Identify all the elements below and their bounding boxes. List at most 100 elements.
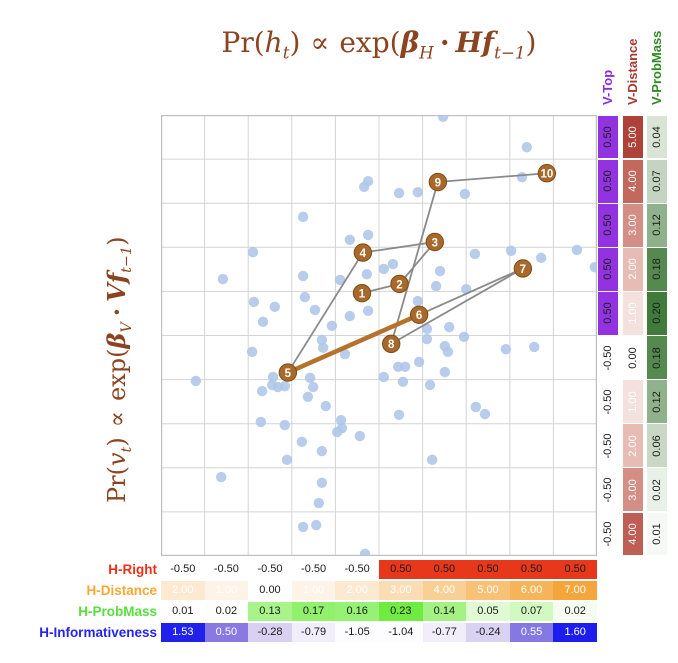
scatter-dot	[393, 187, 405, 199]
v-feature-value: -0.50	[602, 433, 614, 459]
trajectory-marker	[390, 274, 409, 294]
formula-part: v	[103, 452, 131, 467]
trajectory-marker	[409, 305, 429, 324]
v-feature-cell: 0.50	[598, 292, 618, 335]
formula-part: H	[419, 42, 434, 63]
v-feature-cell: 0.12	[647, 203, 667, 247]
v-feature-value: 4.00	[626, 170, 639, 192]
proportional-symbol: ∝	[103, 411, 131, 428]
v-feature-value: 0.50	[602, 170, 614, 192]
scatter-dot	[469, 248, 481, 260]
scatter-dot	[309, 304, 321, 316]
trajectory-marker	[513, 259, 533, 278]
trajectory-marker-label: 8	[388, 339, 395, 351]
scatter-dot	[361, 269, 372, 280]
scatter-dot	[529, 341, 540, 353]
h-feature-cell: -0.77	[422, 623, 467, 642]
h-feature-cell: 0.50	[466, 560, 510, 579]
h-feature-cell: 7.00	[553, 581, 597, 600]
v-feature-value: 4.00	[626, 523, 639, 545]
scatter-dot	[500, 343, 512, 355]
scatter-dot	[344, 310, 355, 322]
h-feature-cell: 0.02	[553, 602, 597, 621]
h-feature-cell: 0.50	[422, 560, 467, 579]
scatter-dot	[362, 305, 374, 317]
h-feature-cell: 0.00	[248, 581, 292, 600]
v-feature-value: 3.00	[626, 479, 639, 501]
formula-part: Pr(	[103, 466, 131, 503]
h-feature-cell: 0.50	[204, 623, 249, 642]
v-feature-cell: 3.00	[622, 468, 643, 512]
scatter-dot	[215, 471, 227, 483]
v-feature-value: -0.50	[602, 477, 614, 503]
title-formula: Pr(ht) ∝ exp(βH · Hft−1)	[151, 26, 607, 63]
h-feature-cell: 0.50	[553, 560, 597, 579]
h-feature-cell: 3.00	[379, 581, 423, 600]
h-feature-cell: 1.00	[204, 581, 249, 600]
formula-part: t	[282, 42, 290, 63]
scatter-dot	[279, 381, 291, 392]
trajectory-marker-label: 1	[359, 289, 366, 301]
h-feature-cell: -1.04	[379, 623, 423, 642]
v-feature-value: 5.00	[626, 126, 639, 148]
scatter-dot	[297, 521, 309, 533]
scatter-dot	[412, 186, 424, 198]
v-feature-value: 0.12	[651, 214, 663, 236]
scatter-dot	[302, 391, 314, 402]
scatter-dot	[299, 291, 311, 303]
scatter-dot	[316, 477, 328, 488]
v-feature-cell: 0.50	[598, 159, 618, 203]
v-feature-cell: 0.04	[647, 115, 667, 159]
v-feature-value: 2.00	[626, 258, 639, 281]
scatter-dot	[505, 245, 517, 257]
h-feature-label: H-Distance	[86, 583, 157, 598]
h-feature-cell: 0.02	[204, 602, 249, 621]
h-feature-cell: -0.50	[291, 560, 336, 579]
h-feature-cell: 1.53	[161, 623, 205, 642]
h-feature-cell: 0.23	[379, 602, 423, 621]
formula-part: t	[118, 446, 135, 453]
trajectory-marker-label: 6	[416, 310, 422, 322]
v-feature-cell: 0.00	[622, 336, 643, 379]
h-feature-cell: 0.55	[509, 623, 554, 642]
scatter-dot	[247, 246, 259, 258]
scatter-dot	[269, 301, 280, 313]
y-axis-formula: Pr(vt) ∝ exp(βV · Vft−1)	[100, 237, 135, 503]
scatter-dot	[255, 416, 267, 428]
v-feature-cell: 0.06	[647, 424, 667, 468]
trajectory-marker-label: 7	[520, 264, 526, 276]
v-feature-value: 0.02	[651, 479, 663, 501]
v-feature-value: 0.18	[651, 258, 663, 281]
v-feature-cell: 0.12	[647, 380, 667, 424]
h-feature-cell: -0.50	[248, 560, 292, 579]
v-feature-cell: 2.00	[622, 424, 643, 468]
scatter-dot	[313, 497, 325, 509]
v-feature-cell: 0.50	[598, 115, 618, 159]
formula-part: V	[118, 322, 135, 333]
scatter-dot	[297, 270, 309, 282]
v-feature-value: -0.50	[602, 344, 614, 371]
v-feature-cell: 4.00	[622, 512, 643, 556]
trajectory-marker	[425, 232, 445, 252]
v-feature-cell: -0.50	[598, 512, 618, 556]
scatter-dot	[358, 181, 370, 193]
v-feature-cell: 0.50	[598, 247, 618, 291]
scatter-dot	[334, 274, 346, 286]
scatter-dot	[458, 331, 470, 343]
formula-part: Hf	[455, 26, 495, 59]
formula-part: )	[525, 26, 537, 59]
scatter-dot	[256, 385, 268, 397]
v-feature-cell: 5.00	[622, 115, 643, 159]
scatter-dot	[479, 408, 491, 420]
scatter-dot	[442, 346, 454, 358]
scatter-dot	[311, 519, 322, 531]
v-feature-value: 0.01	[651, 523, 663, 545]
v-feature-cell: 0.01	[647, 512, 667, 556]
v-feature-value: 1.00	[626, 302, 639, 325]
v-feature-value: 3.00	[626, 214, 639, 236]
scatter-dot	[378, 371, 389, 383]
scatter-dot	[397, 376, 409, 388]
trajectory-marker	[428, 172, 448, 192]
v-feature-value: -0.50	[602, 521, 614, 547]
scatter-dot	[430, 280, 442, 292]
